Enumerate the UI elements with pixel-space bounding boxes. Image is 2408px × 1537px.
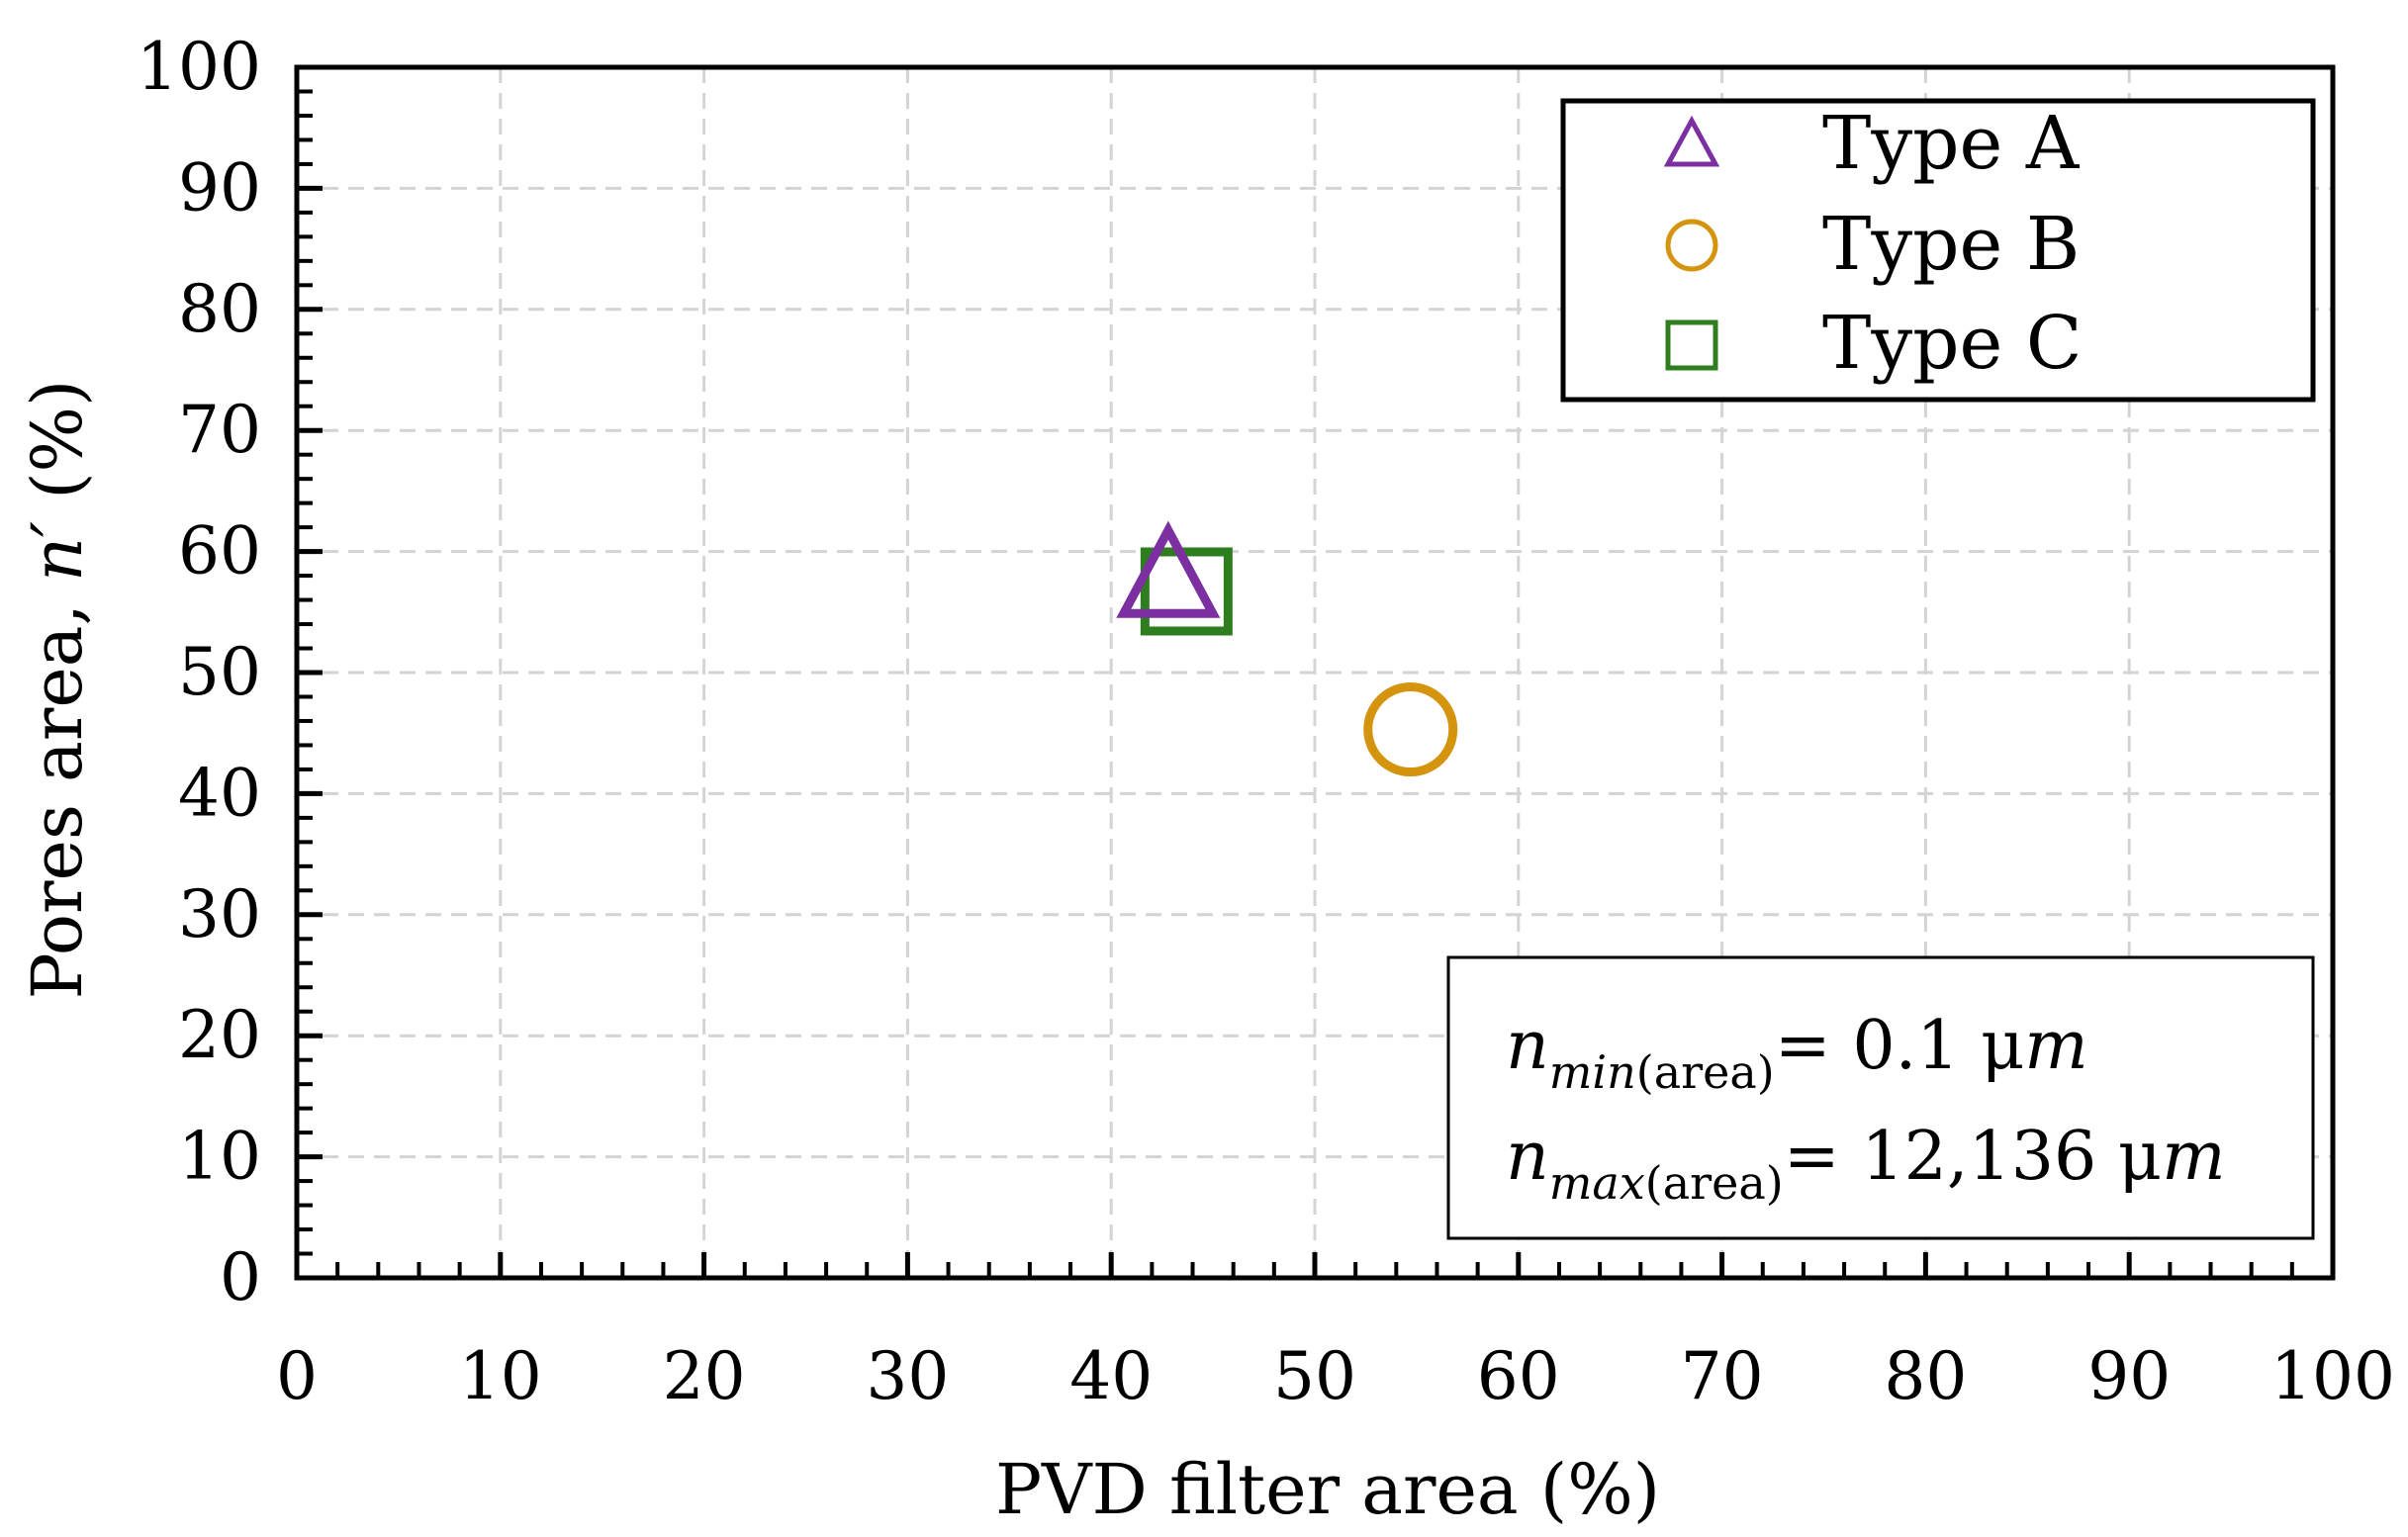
y-tick-label-20: 20 <box>178 997 261 1073</box>
x-tick-label-40: 40 <box>1069 1338 1153 1414</box>
annotation-min: nmin(area)= 0.1 μm <box>1506 1007 2088 1099</box>
axes: 0 10 20 30 40 50 60 70 80 90 100 0 10 20 30 40 50 60 70 80 9… <box>137 29 2395 1414</box>
annotation-min-var: n <box>1506 1007 1549 1085</box>
x-tick-label-80: 80 <box>1884 1338 1967 1414</box>
x-axis-title: PVD filter area (%) <box>995 1449 1660 1530</box>
legend-box <box>1560 98 2316 403</box>
annotation-min-sub-italic: min <box>1549 1045 1636 1099</box>
point-type-c <box>1140 547 1233 636</box>
y-tick-label-10: 10 <box>178 1119 261 1195</box>
annotation-min-sub-rest: (area) <box>1636 1045 1775 1099</box>
y-axis-title: Pores area, n′ (%) <box>17 380 98 1000</box>
x-tick-label-100: 100 <box>2270 1338 2395 1414</box>
annotation: nmin(area)= 0.1 μm nmax(area)= 12,136 μm <box>1446 955 2315 1240</box>
legend: Type A Type B Type C <box>1560 98 2316 403</box>
y-tick-label-90: 90 <box>178 149 261 226</box>
annotation-min-unit: m <box>2024 1007 2087 1085</box>
y-tick-label-70: 70 <box>178 392 261 468</box>
legend-label-type-b: Type B <box>1822 202 2080 287</box>
annotation-min-value: = 0.1 μ <box>1775 1007 2025 1085</box>
y-tick-label-30: 30 <box>178 876 261 952</box>
y-tick-label-80: 80 <box>178 271 261 347</box>
annotation-max-sub-rest: (area) <box>1645 1156 1784 1210</box>
y-tick-label-60: 60 <box>178 513 261 589</box>
x-tick-label-10: 10 <box>459 1338 542 1414</box>
point-type-a <box>1116 520 1221 618</box>
legend-square-icon <box>1665 319 1718 371</box>
y-axis-title-main: Pores area, <box>17 582 98 999</box>
x-tick-label-90: 90 <box>2087 1338 2171 1414</box>
point-type-b <box>1363 682 1458 777</box>
annotation-max: nmax(area)= 12,136 μm <box>1506 1118 2226 1210</box>
x-tick-label-50: 50 <box>1273 1338 1356 1414</box>
annotation-max-var: n <box>1506 1118 1549 1196</box>
y-tick-label-0: 0 <box>220 1239 261 1315</box>
annotation-max-sub-italic: max <box>1549 1156 1645 1210</box>
annotation-max-value: = 12,136 μ <box>1784 1118 2162 1196</box>
legend-label-type-c: Type C <box>1822 301 2082 386</box>
y-axis-title-unit: (%) <box>17 380 98 521</box>
x-tick-label-70: 70 <box>1681 1338 1764 1414</box>
legend-triangle-icon <box>1663 115 1720 167</box>
x-tick-label-30: 30 <box>866 1338 949 1414</box>
y-tick-label-40: 40 <box>178 755 261 831</box>
legend-circle-icon <box>1665 219 1718 272</box>
legend-label-type-a: Type A <box>1822 101 2081 186</box>
data-points <box>1116 520 1458 777</box>
x-tick-label-60: 60 <box>1477 1338 1560 1414</box>
x-tick-label-0: 0 <box>276 1338 318 1414</box>
annotation-max-unit: m <box>2162 1118 2225 1196</box>
y-tick-label-100: 100 <box>137 29 261 105</box>
annotation-box <box>1446 955 2315 1240</box>
y-axis-title-var: n′ <box>17 521 98 582</box>
y-tick-label-50: 50 <box>178 634 261 710</box>
x-tick-label-20: 20 <box>663 1338 746 1414</box>
